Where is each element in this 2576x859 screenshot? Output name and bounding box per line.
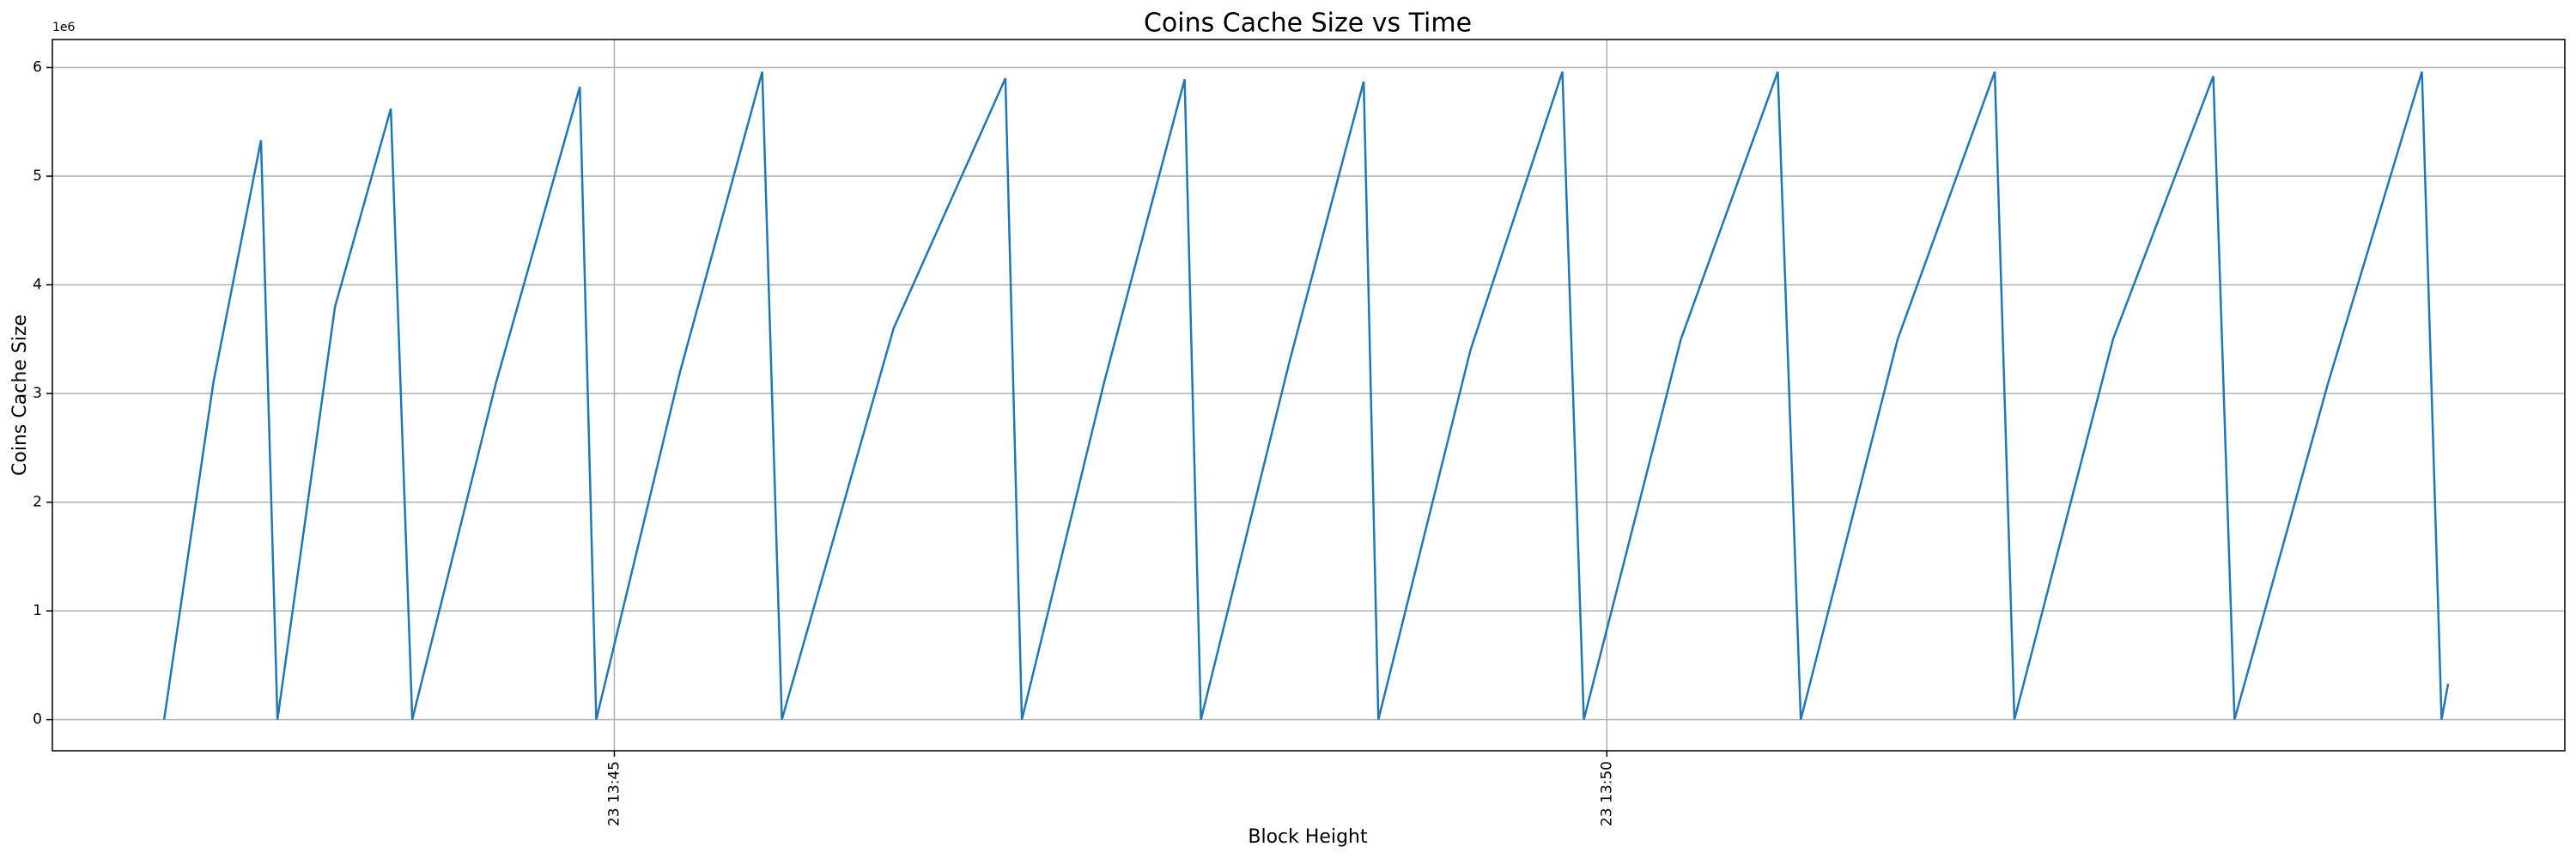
y-offset-label: 1e6: [52, 21, 76, 34]
y-tick-label: 4: [33, 277, 42, 294]
y-tick-label: 5: [33, 168, 42, 185]
y-tick-label: 6: [33, 59, 42, 76]
chart-title: Coins Cache Size vs Time: [1144, 9, 1472, 39]
y-tick-label: 2: [33, 494, 42, 511]
x-tick-label: 23 13:50: [1598, 761, 1615, 826]
y-tick-label: 0: [33, 711, 42, 728]
plot-frame: [52, 39, 2566, 752]
y-tick-label: 1: [33, 602, 42, 619]
x-axis-label: Block Height: [1248, 826, 1368, 848]
y-axis-label: Coins Cache Size: [9, 314, 31, 476]
data-line: [162, 71, 2450, 721]
y-tick-label: 3: [33, 385, 42, 402]
x-tick-label: 23 13:45: [605, 761, 623, 826]
